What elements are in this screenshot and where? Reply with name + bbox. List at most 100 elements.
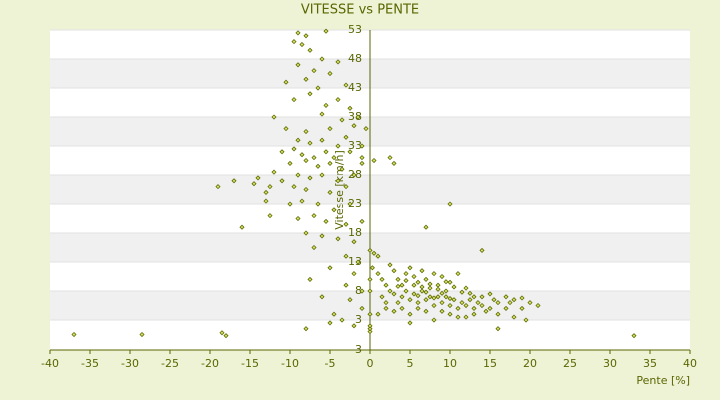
point bbox=[279, 149, 285, 155]
point bbox=[447, 279, 453, 285]
point bbox=[507, 300, 513, 306]
point bbox=[351, 239, 357, 245]
point bbox=[395, 276, 401, 282]
point bbox=[215, 184, 221, 190]
point bbox=[407, 265, 413, 271]
point bbox=[271, 169, 277, 175]
point bbox=[387, 262, 393, 268]
point bbox=[327, 265, 333, 271]
point bbox=[331, 311, 337, 317]
point bbox=[139, 331, 145, 338]
point bbox=[347, 201, 353, 207]
point bbox=[411, 273, 417, 280]
point bbox=[291, 146, 297, 152]
point bbox=[411, 291, 417, 297]
x-tick-label: 35 bbox=[643, 357, 657, 370]
point bbox=[455, 305, 461, 311]
point bbox=[319, 294, 325, 300]
point bbox=[379, 276, 385, 282]
point bbox=[495, 326, 501, 332]
point bbox=[335, 236, 341, 242]
point bbox=[363, 126, 369, 132]
point bbox=[411, 282, 417, 288]
x-axis-label: Pente [%] bbox=[636, 374, 690, 387]
point bbox=[355, 114, 361, 120]
point bbox=[399, 282, 405, 288]
point bbox=[511, 297, 517, 303]
point bbox=[403, 271, 409, 277]
point bbox=[223, 333, 229, 339]
point bbox=[283, 126, 289, 132]
point bbox=[355, 259, 361, 265]
point bbox=[431, 302, 437, 309]
x-tick-label: -5 bbox=[325, 357, 336, 370]
point bbox=[311, 213, 317, 219]
point bbox=[299, 41, 305, 48]
point bbox=[351, 172, 357, 178]
point bbox=[431, 295, 437, 301]
point bbox=[303, 33, 309, 39]
point bbox=[319, 233, 325, 239]
point bbox=[323, 218, 329, 224]
y-tick-label: 33 bbox=[348, 139, 362, 152]
point bbox=[295, 62, 301, 68]
point bbox=[299, 152, 305, 158]
point bbox=[327, 189, 333, 195]
point bbox=[303, 157, 309, 164]
point bbox=[359, 155, 365, 161]
point bbox=[351, 123, 357, 129]
point bbox=[491, 297, 497, 303]
x-tick-label: 40 bbox=[683, 357, 697, 370]
point bbox=[239, 224, 245, 230]
point bbox=[447, 311, 453, 317]
point bbox=[347, 105, 353, 111]
point bbox=[523, 317, 529, 323]
point bbox=[391, 268, 397, 274]
point bbox=[383, 300, 389, 306]
point bbox=[463, 285, 469, 291]
point bbox=[295, 30, 301, 36]
point bbox=[503, 305, 509, 311]
y-tick-label: 23 bbox=[348, 197, 362, 210]
point bbox=[435, 286, 441, 292]
point bbox=[303, 186, 309, 193]
point bbox=[315, 201, 321, 207]
point bbox=[343, 134, 349, 140]
point bbox=[271, 114, 277, 120]
point bbox=[387, 155, 393, 161]
point bbox=[487, 291, 493, 297]
point bbox=[463, 314, 469, 320]
point bbox=[327, 160, 333, 166]
x-tick-label: -35 bbox=[81, 357, 99, 370]
point bbox=[291, 39, 297, 45]
point bbox=[407, 297, 413, 303]
point bbox=[303, 230, 309, 236]
point bbox=[367, 323, 373, 329]
point bbox=[295, 137, 301, 143]
point bbox=[459, 289, 465, 295]
point bbox=[319, 172, 325, 178]
point bbox=[479, 294, 485, 300]
point bbox=[435, 294, 441, 300]
point bbox=[439, 300, 445, 306]
point bbox=[267, 213, 273, 219]
point bbox=[415, 279, 421, 285]
point bbox=[403, 278, 409, 284]
point bbox=[407, 311, 413, 317]
point bbox=[443, 288, 449, 294]
point bbox=[487, 305, 493, 311]
x-tick-label: -30 bbox=[121, 357, 139, 370]
x-tick-label: 15 bbox=[483, 357, 497, 370]
point bbox=[307, 91, 313, 97]
point bbox=[279, 178, 285, 184]
point bbox=[295, 215, 301, 222]
x-tick-label: -40 bbox=[41, 357, 59, 370]
point bbox=[399, 305, 405, 311]
point bbox=[219, 330, 225, 336]
point bbox=[315, 85, 321, 91]
point bbox=[343, 82, 349, 88]
x-tick-label: -25 bbox=[161, 357, 179, 370]
point bbox=[423, 224, 429, 230]
